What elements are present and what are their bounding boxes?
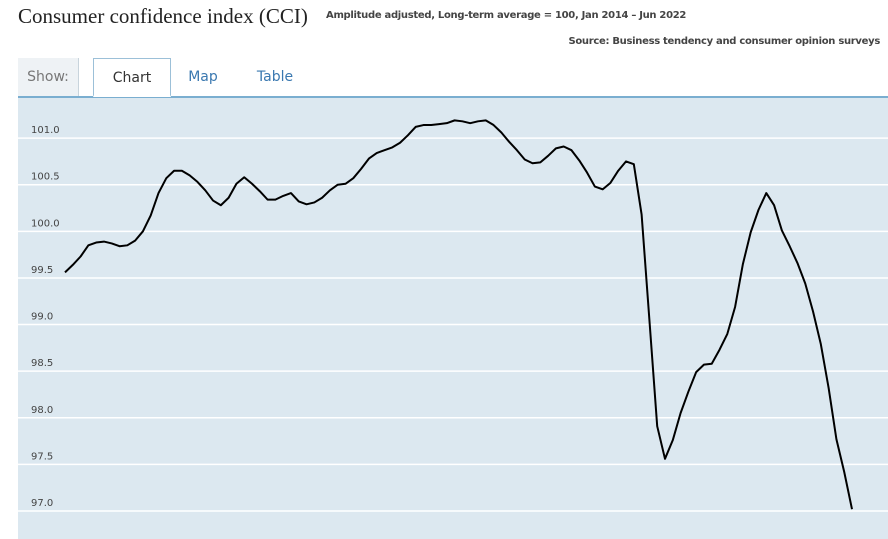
title: Consumer confidence index (CCI)	[18, 4, 308, 28]
tab[interactable]: Map	[188, 69, 218, 85]
y-tick-label: 97.0	[31, 498, 53, 509]
y-tick-label: 99.5	[31, 265, 53, 276]
subtitle: Amplitude adjusted, Long-term average = …	[326, 10, 687, 21]
show-label: Show:	[18, 58, 79, 96]
y-tick-label: 99.0	[31, 312, 53, 323]
y-tick-label: 98.5	[31, 358, 53, 369]
y-tick-label: 100.0	[31, 218, 60, 229]
y-tick-label: 100.5	[31, 172, 60, 183]
tab-bar: Show: Chart Map Table	[18, 58, 888, 98]
y-tick-label: 97.5	[31, 451, 53, 462]
source: Source: Business tendency and consumer o…	[568, 36, 880, 47]
y-tick-label: 101.0	[31, 125, 60, 136]
tab[interactable]: Table	[256, 69, 294, 85]
data-line	[64, 119, 853, 510]
y-tick-label: 98.0	[31, 405, 53, 416]
tab[interactable]: Chart	[93, 58, 171, 97]
plot-area	[18, 98, 888, 539]
